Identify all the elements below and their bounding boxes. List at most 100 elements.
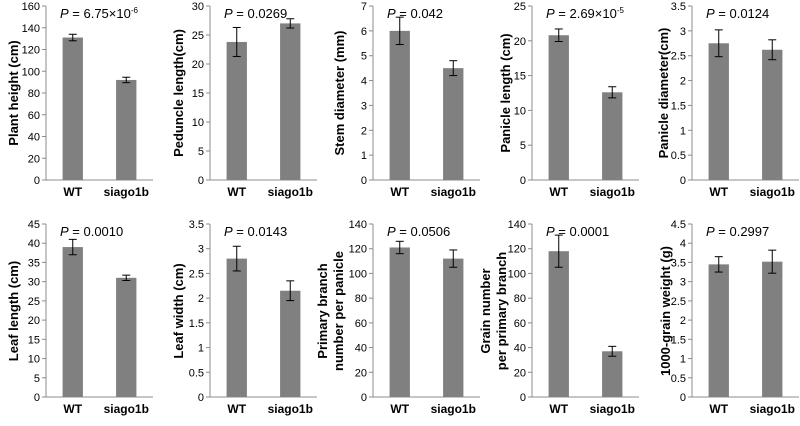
- chart-panel: 0 1 2 3 4 5 6 7 WT siago1b Stem diameter (mm) P = 0…: [332, 1, 480, 199]
- y-tick-label: 10: [514, 105, 526, 117]
- y-tick-label: 40: [28, 132, 40, 144]
- p-value-label: P = 6.75×10-6: [60, 6, 139, 21]
- bar: [708, 43, 729, 181]
- y-tick-label: 5: [198, 146, 204, 158]
- y-tick-label: 2.5: [671, 51, 686, 63]
- p-value-label: P = 0.0506: [387, 224, 450, 239]
- y-tick-label: 60: [355, 318, 367, 330]
- y-tick-label: 140: [22, 23, 40, 35]
- y-tick-label: 1.5: [671, 100, 686, 112]
- y-tick-label: 1.5: [189, 318, 204, 330]
- y-tick-label: 2: [361, 125, 367, 137]
- x-category-label: WT: [709, 402, 728, 416]
- y-axis-label: Stem diameter (mm): [332, 31, 347, 156]
- x-category-label: WT: [63, 402, 82, 416]
- y-tick-label: 100: [349, 268, 367, 280]
- y-tick-label: 10: [28, 354, 40, 366]
- y-tick-label: 3.5: [671, 1, 686, 13]
- bar: [226, 41, 247, 181]
- y-tick-label: 0.5: [671, 150, 686, 162]
- x-category-label: WT: [549, 185, 568, 199]
- bar: [762, 261, 783, 397]
- y-tick-label: 40: [355, 343, 367, 355]
- y-tick-label: 30: [28, 277, 40, 289]
- y-tick-label: 25: [514, 1, 526, 13]
- p-value-label: P = 0.0124: [706, 6, 769, 21]
- x-category-label: siago1b: [104, 185, 149, 199]
- x-category-label: WT: [63, 185, 82, 199]
- y-tick-label: 20: [514, 36, 526, 48]
- y-tick-label: 30: [192, 1, 204, 13]
- p-value-label: P = 0.0010: [60, 224, 123, 239]
- y-tick-label: 4.5: [671, 219, 686, 231]
- x-category-label: siago1b: [268, 402, 313, 416]
- y-tick-label: 20: [28, 153, 40, 165]
- y-tick-label: 0: [198, 392, 204, 404]
- bar: [62, 37, 83, 180]
- y-tick-label: 4: [680, 238, 686, 250]
- bar: [280, 23, 301, 181]
- bar: [443, 258, 464, 397]
- y-tick-label: 3: [680, 26, 686, 38]
- y-tick-label: 0.5: [189, 367, 204, 379]
- p-value-label: P = 0.0143: [224, 224, 287, 239]
- y-tick-label: 0: [361, 392, 367, 404]
- y-tick-label: 100: [22, 66, 40, 78]
- y-axis-label: Primary branchnumber per panicle: [315, 251, 346, 371]
- y-tick-label: 1: [680, 354, 686, 366]
- y-tick-label: 2: [680, 76, 686, 88]
- y-tick-label: 40: [28, 238, 40, 250]
- x-category-label: WT: [227, 402, 246, 416]
- y-tick-label: 5: [520, 140, 526, 152]
- y-tick-label: 3: [361, 100, 367, 112]
- bar: [62, 247, 83, 397]
- y-axis-label: Peduncle length(cm): [171, 29, 186, 157]
- chart-panel: 0 5 10 15 20 25 30 WT siago1b Peduncle length(cm)…: [171, 1, 317, 199]
- y-tick-label: 20: [192, 59, 204, 71]
- y-tick-label: 3.5: [189, 219, 204, 231]
- y-tick-label: 0: [680, 175, 686, 187]
- y-tick-label: 1.5: [671, 334, 686, 346]
- x-category-label: siago1b: [590, 402, 635, 416]
- y-tick-label: 25: [192, 30, 204, 42]
- x-category-label: WT: [390, 402, 409, 416]
- y-tick-label: 3: [198, 244, 204, 256]
- y-tick-label: 20: [514, 367, 526, 379]
- y-tick-label: 1: [361, 150, 367, 162]
- y-tick-label: 0: [680, 392, 686, 404]
- chart-panel: 0 5 10 15 20 25 30 35 40 45 WT siago1b Leaf length (…: [6, 219, 153, 416]
- x-category-label: siago1b: [431, 402, 476, 416]
- y-axis-label: Grain numberper primary branch: [478, 252, 509, 371]
- y-tick-label: 1: [198, 343, 204, 355]
- chart-panel: 0 20 40 60 80 100 120 140 WT siago1b Grain numberp…: [478, 219, 639, 416]
- bar: [389, 30, 410, 180]
- y-axis-label: Panicle diameter(cm): [656, 28, 671, 159]
- y-tick-label: 0: [34, 392, 40, 404]
- chart-panel: 0 0.5 1 1.5 2 2.5 3 3.5 WT siago1b Leaf width (cm)…: [171, 219, 317, 416]
- y-tick-label: 2.5: [671, 296, 686, 308]
- x-category-label: WT: [709, 185, 728, 199]
- bar: [708, 264, 729, 397]
- y-tick-label: 15: [192, 88, 204, 100]
- y-tick-label: 3: [680, 277, 686, 289]
- chart-panel: 0 20 40 60 80 100 120 140 160 WT siago1b Plant heig…: [6, 1, 153, 199]
- y-tick-label: 20: [28, 315, 40, 327]
- y-tick-label: 45: [28, 219, 40, 231]
- y-tick-label: 80: [28, 88, 40, 100]
- y-tick-label: 15: [514, 71, 526, 83]
- y-tick-label: 160: [22, 1, 40, 13]
- bar: [226, 258, 247, 397]
- y-tick-label: 0: [520, 392, 526, 404]
- y-tick-label: 0: [34, 175, 40, 187]
- y-tick-label: 60: [514, 318, 526, 330]
- bar: [443, 68, 464, 180]
- y-tick-label: 120: [22, 45, 40, 57]
- x-category-label: siago1b: [750, 185, 795, 199]
- y-axis-label: 1000-grain weight (g): [658, 246, 673, 376]
- p-value-label: P = 0.042: [387, 6, 443, 21]
- y-axis-label: Leaf width (cm): [171, 263, 186, 358]
- x-category-label: WT: [227, 185, 246, 199]
- y-tick-label: 10: [192, 117, 204, 129]
- bar: [602, 92, 623, 180]
